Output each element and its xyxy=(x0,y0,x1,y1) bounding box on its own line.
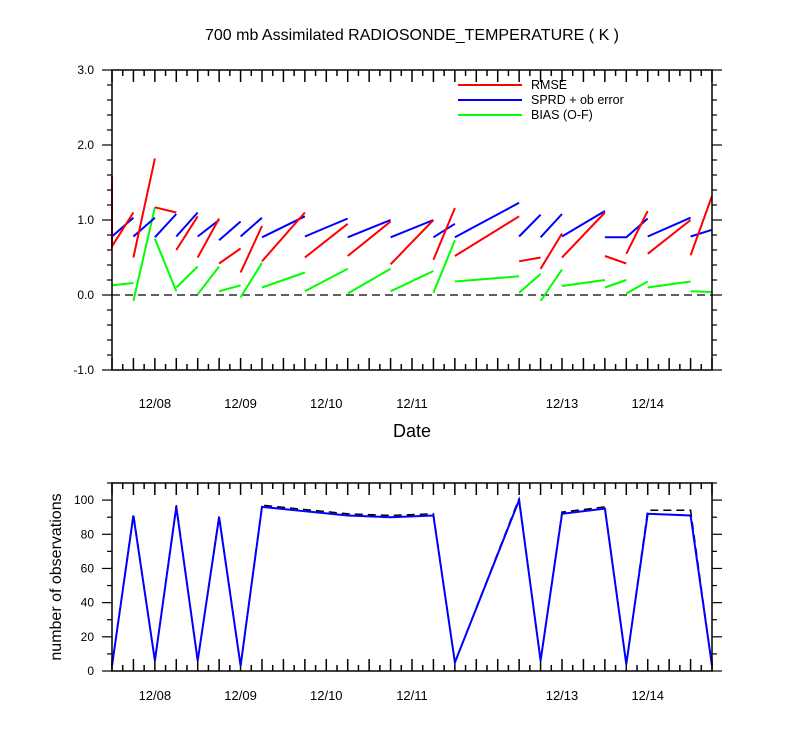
y-tick-label: 0.0 xyxy=(77,288,94,302)
bias-o-f-series-line xyxy=(647,280,691,289)
bias-o-f-series-line xyxy=(454,275,520,283)
bias-o-f-series-line xyxy=(539,268,563,302)
bias-o-f-series-line xyxy=(432,239,456,294)
bias-o-f-series-line xyxy=(390,270,434,293)
rmse-series-line xyxy=(304,223,349,259)
sprd-ob-error-series-line xyxy=(432,222,456,239)
rmse-series-line xyxy=(196,218,220,258)
sprd-ob-error-series-line xyxy=(197,219,220,238)
assimilated-observations-line xyxy=(111,496,713,667)
y-tick-label: 40 xyxy=(81,596,95,610)
x-tick-label: 12/13 xyxy=(546,396,579,411)
x-axis-label: Date xyxy=(393,421,431,441)
rmse-series-line xyxy=(432,207,456,261)
bias-o-f-series-line xyxy=(175,265,199,289)
y-tick-label: 1.0 xyxy=(77,213,94,227)
top-chart: 700 mb Assimilated RADIOSONDE_TEMPERATUR… xyxy=(73,27,722,441)
sprd-ob-error-series-line xyxy=(647,216,692,238)
bias-o-f-series-line xyxy=(561,279,606,287)
top-plot-frame xyxy=(111,69,713,371)
bias-o-f-series-line xyxy=(111,282,134,287)
rmse-series-line xyxy=(154,206,177,214)
rmse-series-line xyxy=(454,215,520,257)
sprd-ob-error-series-line xyxy=(132,216,156,238)
sprd-ob-error-series-line xyxy=(111,216,135,238)
x-tick-label: 12/09 xyxy=(224,396,257,411)
bias-o-f-series-line xyxy=(132,207,156,302)
sprd-ob-error-series-line xyxy=(347,219,391,239)
rmse-series-line xyxy=(389,219,435,265)
x-tick-label: 12/13 xyxy=(546,688,579,703)
rmse-series-line xyxy=(539,232,563,270)
x-tick-label: 12/14 xyxy=(631,688,664,703)
bottom-chart: number of observations 0 20 40 60 80 100 12/08… xyxy=(48,482,722,703)
y-tick-label: 60 xyxy=(81,561,95,575)
bias-o-f-series-line xyxy=(625,280,649,295)
y-axis-label: number of observations xyxy=(48,493,65,660)
rmse-series-line xyxy=(604,255,627,265)
x-tick-label: 12/14 xyxy=(631,396,664,411)
sprd-ob-error-series-line xyxy=(154,213,178,238)
rmse-series-line xyxy=(347,220,392,257)
y-tick-label: -1.0 xyxy=(73,363,94,377)
bias-o-f-series-line xyxy=(518,273,542,294)
x-tick-label: 12/11 xyxy=(396,688,428,703)
sprd-ob-error-series-line xyxy=(239,216,263,238)
rmse-series-line xyxy=(132,158,156,258)
rmse-series-line xyxy=(218,247,242,265)
x-tick-label: 12/11 xyxy=(396,396,428,411)
rmse-series-line xyxy=(689,195,713,256)
sprd-ob-error-series-line xyxy=(604,217,649,239)
bottom-plot-frame xyxy=(111,482,713,672)
x-tick-label: 12/08 xyxy=(139,396,172,411)
bias-o-f-series-line xyxy=(196,265,220,295)
sprd-ob-error-series-line xyxy=(561,210,606,238)
sprd-ob-error-series-line xyxy=(218,220,242,242)
sprd-ob-error-series-line xyxy=(518,213,542,238)
bias-o-f-series-line xyxy=(690,290,713,293)
y-tick-label: 2.0 xyxy=(77,138,94,152)
sprd-ob-error-series-line xyxy=(304,217,349,238)
sprd-ob-error-series-line xyxy=(175,211,199,238)
bias-o-f-series-line xyxy=(261,271,306,289)
legend-label-sprd-ob-error: SPRD + ob error xyxy=(531,93,624,107)
chart-title: 700 mb Assimilated RADIOSONDE_TEMPERATUR… xyxy=(205,27,619,44)
possible-observations-line xyxy=(111,498,713,667)
legend-label-bias-o-f: BIAS (O-F) xyxy=(531,108,593,122)
bias-o-f-series-line xyxy=(304,267,349,293)
y-tick-label: 100 xyxy=(74,493,94,507)
bias-o-f-series-line xyxy=(604,279,627,289)
x-tick-label: 12/10 xyxy=(310,396,343,411)
x-tick-label: 12/10 xyxy=(310,688,343,703)
bias-o-f-series-line xyxy=(218,284,241,293)
rmse-series-line xyxy=(518,256,541,263)
rmse-series-line xyxy=(647,219,692,255)
rmse-series-line xyxy=(239,225,263,273)
y-tick-label: 3.0 xyxy=(77,63,94,77)
y-tick-label: 80 xyxy=(81,527,95,541)
y-tick-label: 20 xyxy=(81,630,95,644)
bias-o-f-series-line xyxy=(153,238,178,292)
rmse-series-line xyxy=(625,210,649,255)
sprd-ob-error-series-line xyxy=(390,219,434,239)
rmse-series-line xyxy=(111,176,135,250)
x-tick-label: 12/08 xyxy=(139,688,172,703)
y-tick-label: 0 xyxy=(87,664,94,678)
bias-o-f-series-line xyxy=(347,267,392,295)
rmse-series-line xyxy=(261,211,306,262)
sprd-ob-error-series-line xyxy=(454,201,520,239)
sprd-ob-error-series-line xyxy=(690,228,713,238)
bias-o-f-series-line xyxy=(239,262,263,298)
legend-label-rmse: RMSE xyxy=(531,78,567,92)
x-tick-label: 12/09 xyxy=(224,688,257,703)
sprd-ob-error-series-line xyxy=(539,213,563,238)
rmse-series-line xyxy=(175,215,199,251)
rmse-series-line xyxy=(561,211,606,259)
